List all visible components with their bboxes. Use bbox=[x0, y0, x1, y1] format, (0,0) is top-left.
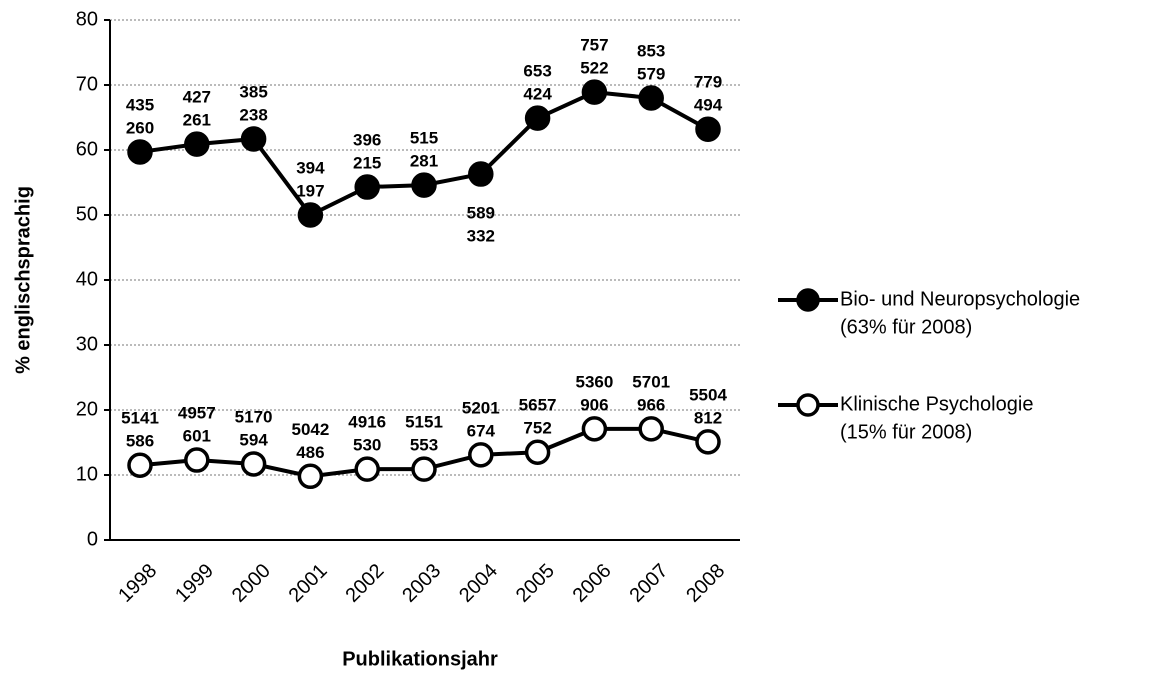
data-point bbox=[240, 126, 267, 152]
y-tick-label: 20 bbox=[76, 398, 98, 420]
data-count-label: 530 bbox=[353, 436, 381, 455]
data-point bbox=[297, 463, 324, 490]
data-count-label: 586 bbox=[126, 432, 154, 451]
data-point bbox=[468, 442, 494, 468]
data-count-label: 197 bbox=[296, 181, 324, 200]
x-tick-label: 1999 bbox=[171, 560, 218, 607]
data-count-label: 5201 bbox=[462, 398, 500, 417]
data-count-label: 5141 bbox=[121, 409, 159, 428]
x-tick-label: 2004 bbox=[455, 560, 502, 607]
data-count-label: 522 bbox=[580, 59, 608, 78]
data-count-label: 215 bbox=[353, 154, 381, 173]
data-point bbox=[297, 202, 324, 228]
data-count-label: 594 bbox=[239, 430, 268, 449]
data-count-label: 260 bbox=[126, 118, 154, 137]
data-count-label: 4957 bbox=[178, 404, 216, 423]
data-count-label: 5504 bbox=[689, 385, 727, 404]
data-count-label: 238 bbox=[239, 105, 267, 124]
data-point bbox=[354, 456, 380, 482]
data-point bbox=[695, 116, 721, 142]
data-count-label: 966 bbox=[637, 395, 665, 414]
data-count-label: 5701 bbox=[632, 372, 670, 391]
data-count-label: 427 bbox=[183, 88, 211, 107]
x-axis-title: Publikationsjahr bbox=[342, 648, 498, 670]
data-count-label: 757 bbox=[580, 36, 608, 55]
data-count-label: 435 bbox=[126, 95, 154, 114]
x-tick-label: 2001 bbox=[285, 560, 332, 607]
data-count-label: 424 bbox=[523, 85, 552, 104]
data-count-label: 779 bbox=[694, 73, 722, 92]
x-tick-label: 2002 bbox=[341, 560, 388, 607]
y-tick-label: 70 bbox=[76, 73, 98, 95]
data-count-label: 261 bbox=[183, 111, 211, 130]
data-count-label: 579 bbox=[637, 64, 665, 83]
data-count-label: 332 bbox=[467, 227, 495, 246]
data-count-label: 653 bbox=[523, 62, 551, 81]
x-tick-label: 1998 bbox=[114, 560, 161, 607]
data-point bbox=[411, 456, 437, 482]
data-count-label: 515 bbox=[410, 129, 438, 148]
data-point bbox=[581, 79, 608, 105]
y-tick-label: 0 bbox=[87, 528, 98, 550]
data-point bbox=[127, 139, 153, 165]
data-point bbox=[184, 447, 210, 473]
data-point bbox=[638, 416, 664, 442]
data-count-label: 494 bbox=[694, 96, 723, 115]
data-count-label: 906 bbox=[580, 395, 608, 414]
data-point bbox=[581, 416, 608, 442]
data-point bbox=[524, 105, 551, 131]
data-count-label: 4916 bbox=[348, 413, 386, 432]
data-point bbox=[638, 85, 664, 111]
data-count-label: 5360 bbox=[575, 372, 613, 391]
data-count-label: 601 bbox=[183, 427, 211, 446]
x-tick-label: 2005 bbox=[512, 560, 559, 607]
data-point bbox=[695, 429, 721, 455]
data-point bbox=[468, 161, 494, 187]
legend-marker bbox=[796, 393, 820, 417]
y-axis-title: % englischsprachig bbox=[12, 186, 34, 374]
data-count-label: 394 bbox=[296, 158, 325, 177]
data-count-label: 5151 bbox=[405, 413, 443, 432]
data-count-label: 812 bbox=[694, 408, 722, 427]
data-count-label: 589 bbox=[467, 204, 495, 223]
legend-note: (15% für 2008) bbox=[840, 421, 972, 443]
data-count-label: 385 bbox=[239, 82, 267, 101]
y-tick-label: 60 bbox=[76, 138, 98, 160]
data-count-label: 486 bbox=[296, 443, 324, 462]
x-tick-label: 2006 bbox=[569, 560, 616, 607]
data-count-label: 281 bbox=[410, 152, 438, 171]
data-point bbox=[524, 439, 551, 465]
legend-label: Bio- und Neuropsychologie bbox=[840, 288, 1080, 310]
data-count-label: 5170 bbox=[235, 407, 273, 426]
legend-marker bbox=[796, 288, 820, 312]
data-point bbox=[240, 451, 267, 477]
y-tick-label: 10 bbox=[76, 463, 98, 485]
data-point bbox=[184, 131, 210, 157]
data-point bbox=[127, 452, 153, 478]
data-count-label: 674 bbox=[467, 421, 496, 440]
x-tick-label: 2008 bbox=[682, 560, 729, 607]
x-tick-label: 2007 bbox=[625, 560, 672, 607]
x-tick-label: 2003 bbox=[398, 560, 445, 607]
data-point bbox=[354, 174, 380, 200]
y-tick-label: 40 bbox=[76, 268, 98, 290]
data-count-label: 853 bbox=[637, 41, 665, 60]
y-tick-label: 30 bbox=[76, 333, 98, 355]
data-count-label: 396 bbox=[353, 131, 381, 150]
data-count-label: 752 bbox=[523, 419, 551, 438]
x-tick-label: 2000 bbox=[228, 560, 275, 607]
data-point bbox=[411, 172, 437, 198]
legend-label: Klinische Psychologie bbox=[840, 393, 1033, 415]
legend-note: (63% für 2008) bbox=[840, 316, 972, 338]
data-count-label: 553 bbox=[410, 436, 438, 455]
y-tick-label: 50 bbox=[76, 203, 98, 225]
data-count-label: 5042 bbox=[291, 420, 329, 439]
y-tick-label: 80 bbox=[76, 8, 98, 30]
data-count-label: 5657 bbox=[519, 396, 557, 415]
